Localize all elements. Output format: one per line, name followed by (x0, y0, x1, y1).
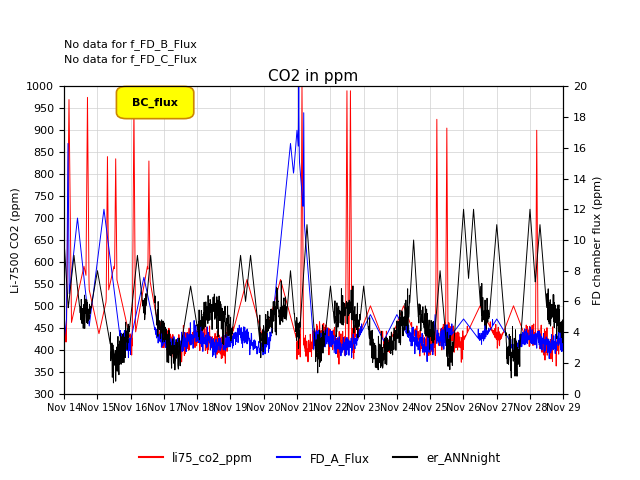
Legend: li75_co2_ppm, FD_A_Flux, er_ANNnight: li75_co2_ppm, FD_A_Flux, er_ANNnight (134, 447, 506, 469)
Title: CO2 in ppm: CO2 in ppm (268, 69, 359, 84)
Y-axis label: FD chamber flux (ppm): FD chamber flux (ppm) (593, 175, 603, 305)
Text: No data for f_FD_C_Flux: No data for f_FD_C_Flux (64, 54, 197, 65)
FancyBboxPatch shape (116, 86, 194, 119)
Text: No data for f_FD_B_Flux: No data for f_FD_B_Flux (64, 39, 197, 50)
Text: BC_flux: BC_flux (132, 97, 179, 108)
Y-axis label: Li-7500 CO2 (ppm): Li-7500 CO2 (ppm) (11, 187, 20, 293)
